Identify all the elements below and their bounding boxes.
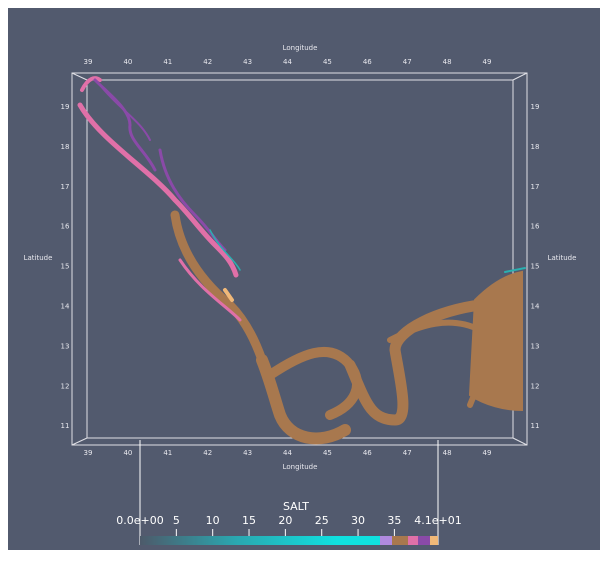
x-tick-label: 47 [403, 58, 412, 66]
y-tick-label: 18 [61, 143, 70, 151]
x-tick-label: 46 [363, 58, 372, 66]
y-axis-title: Latitude [24, 254, 53, 262]
colorbar-tick-label: 5 [173, 514, 180, 527]
y-tick-label: 15 [61, 263, 70, 271]
y-tick-label: 18 [531, 143, 540, 151]
colorbar-ramp [380, 536, 392, 545]
x-tick-label: 40 [123, 58, 132, 66]
colorbar-ramp [430, 536, 438, 545]
x-tick-label: 43 [243, 58, 252, 66]
x-tick-label: 45 [323, 58, 332, 66]
colorbar-tick-label: 4.1e+01 [414, 514, 461, 527]
y-tick-label: 15 [531, 263, 540, 271]
y-tick-label: 11 [61, 422, 70, 430]
x-axis-title: Longitude [283, 463, 318, 471]
y-tick-label: 13 [61, 342, 70, 350]
y-tick-label: 16 [61, 223, 70, 231]
render-view: Longitude Longitude Latitude Latitude SA… [0, 0, 608, 558]
colorbar-ramp [418, 536, 430, 545]
y-tick-label: 13 [531, 342, 540, 350]
colorbar-tick-label: 10 [206, 514, 220, 527]
colorbar-tick-label: 25 [315, 514, 329, 527]
x-tick-label: 44 [283, 449, 292, 457]
y-tick-label: 17 [61, 183, 70, 191]
x-tick-label: 47 [403, 449, 412, 457]
y-tick-label: 17 [531, 183, 540, 191]
colorbar-ramp [408, 536, 418, 545]
page: Longitude Longitude Latitude Latitude SA… [0, 0, 608, 562]
x-tick-label: 42 [203, 58, 212, 66]
x-tick-label: 42 [203, 449, 212, 457]
colorbar-ramp [392, 536, 408, 545]
x-tick-label: 40 [123, 449, 132, 457]
y-axis-title: Latitude [548, 254, 577, 262]
y-tick-label: 19 [61, 103, 70, 111]
x-tick-label: 39 [84, 58, 93, 66]
colorbar-tick-label: 20 [278, 514, 292, 527]
colorbar-ramp [140, 536, 380, 545]
x-tick-label: 48 [443, 58, 452, 66]
y-tick-label: 14 [531, 303, 540, 311]
x-tick-label: 41 [163, 58, 172, 66]
x-tick-label: 49 [483, 58, 492, 66]
colorbar-tick-label: 15 [242, 514, 256, 527]
x-axis-title: Longitude [283, 44, 318, 52]
y-tick-label: 19 [531, 103, 540, 111]
x-tick-label: 43 [243, 449, 252, 457]
x-tick-label: 48 [443, 449, 452, 457]
y-tick-label: 16 [531, 223, 540, 231]
y-tick-label: 11 [531, 422, 540, 430]
colorbar-tick-label: 35 [387, 514, 401, 527]
x-tick-label: 39 [84, 449, 93, 457]
y-tick-label: 14 [61, 303, 70, 311]
x-tick-label: 45 [323, 449, 332, 457]
colorbar-tick-label: 0.0e+00 [116, 514, 163, 527]
x-tick-label: 41 [163, 449, 172, 457]
y-tick-label: 12 [531, 382, 540, 390]
colorbar-title: SALT [283, 500, 309, 513]
x-tick-label: 49 [483, 449, 492, 457]
colorbar-tick-label: 30 [351, 514, 365, 527]
y-tick-label: 12 [61, 382, 70, 390]
x-tick-label: 46 [363, 449, 372, 457]
x-tick-label: 44 [283, 58, 292, 66]
